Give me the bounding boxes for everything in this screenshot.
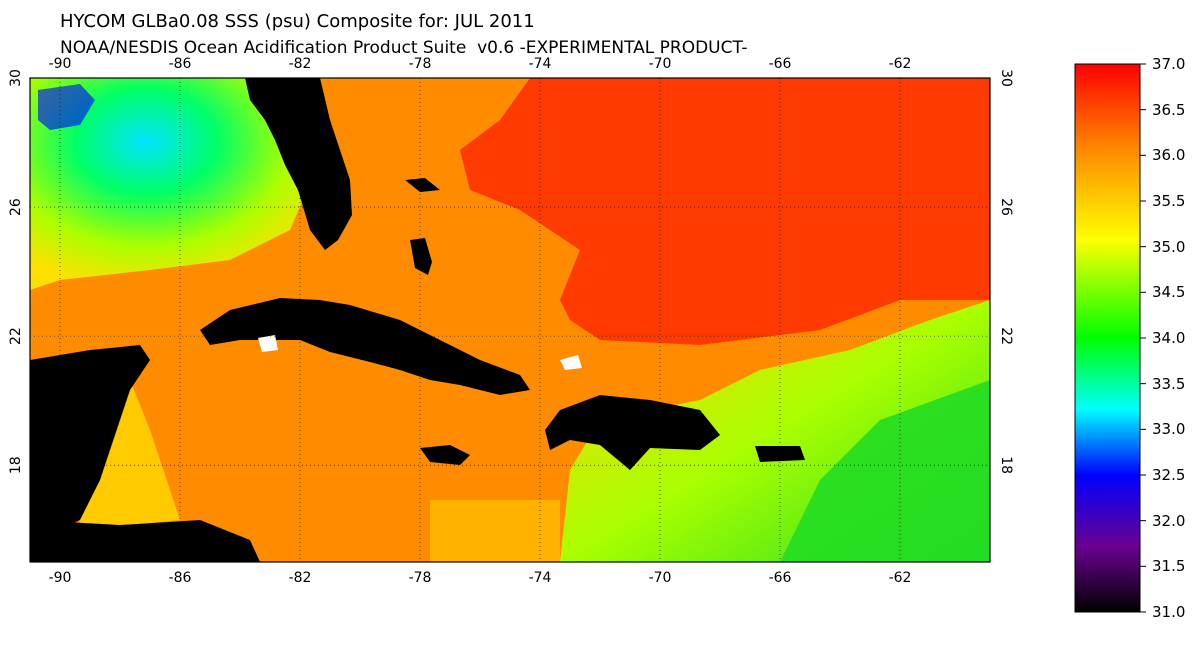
lon-label-bottom: -74 <box>529 570 552 586</box>
lon-label-bottom: -90 <box>49 570 72 586</box>
inagua <box>560 355 582 370</box>
hispaniola <box>545 395 720 470</box>
lat-label-left: 22 <box>8 327 24 345</box>
high-salinity-region <box>460 78 990 345</box>
jamaica <box>420 445 470 465</box>
isla-juventud <box>258 335 278 352</box>
lon-label-top: -86 <box>169 56 192 72</box>
map-subtitle: NOAA/NESDIS Ocean Acidification Product … <box>60 38 748 58</box>
lon-label-bottom: -86 <box>169 570 192 586</box>
colorbar-label: 31.5 <box>1152 557 1186 576</box>
landmasses <box>30 78 805 562</box>
colorbar-label: 37.0 <box>1152 55 1186 73</box>
colorbar-label: 33.5 <box>1152 374 1186 393</box>
graticule <box>30 77 990 562</box>
colorbar-label: 35.5 <box>1152 192 1186 210</box>
bahamas-grand <box>405 178 440 192</box>
map-title: HYCOM GLBa0.08 SSS (psu) Composite for: … <box>60 11 535 32</box>
lat-label-left: 18 <box>8 456 24 474</box>
colorbar-label: 31.0 <box>1152 603 1186 621</box>
lon-label-bottom: -82 <box>289 570 312 586</box>
green-region <box>780 380 990 562</box>
central-america <box>30 520 260 562</box>
lat-label-left: 30 <box>8 69 24 87</box>
colorbar-label: 32.0 <box>1152 511 1186 530</box>
axis-labels: -90 -90 -86 -86 -82 -82 -78 -78 -74 -74 -70 -70 -66 -… <box>8 56 1014 586</box>
lon-label-top: -66 <box>769 56 792 72</box>
lat-label-right: 30 <box>998 69 1014 87</box>
colorbar <box>1074 63 1141 613</box>
yucatan-peninsula <box>30 345 150 530</box>
colorbar-label: 34.0 <box>1152 329 1186 347</box>
colorbar-label: 36.0 <box>1152 146 1186 165</box>
river-plume <box>38 84 95 130</box>
lat-label-right: 22 <box>998 327 1014 345</box>
colorbar-label: 32.5 <box>1152 466 1186 484</box>
lat-label-right: 18 <box>998 456 1014 474</box>
lon-label-top: -74 <box>529 56 552 72</box>
lon-label-top: -70 <box>649 56 672 72</box>
bahamas-andros <box>410 238 432 275</box>
lat-label-right: 26 <box>998 198 1014 216</box>
lon-label-top: -62 <box>889 56 912 72</box>
colorbar-ticks <box>1140 63 1146 613</box>
salinity-field <box>30 78 990 562</box>
lon-label-top: -82 <box>289 56 312 72</box>
lat-label-left: 26 <box>8 198 24 216</box>
gulf-low-salinity <box>30 78 320 290</box>
colorbar-label: 35.0 <box>1152 237 1186 256</box>
south-band <box>430 500 560 562</box>
colorbar-label: 36.5 <box>1152 100 1186 119</box>
florida <box>245 78 352 250</box>
lon-label-top: -78 <box>409 56 432 72</box>
lon-label-bottom: -66 <box>769 570 792 586</box>
lon-label-bottom: -78 <box>409 570 432 586</box>
colorbar-label: 34.5 <box>1152 283 1186 302</box>
colorbar-label: 33.0 <box>1152 420 1186 439</box>
lon-label-bottom: -70 <box>649 570 672 586</box>
cuba <box>200 298 530 395</box>
lon-label-top: -90 <box>49 56 72 72</box>
lon-label-bottom: -62 <box>889 570 912 586</box>
